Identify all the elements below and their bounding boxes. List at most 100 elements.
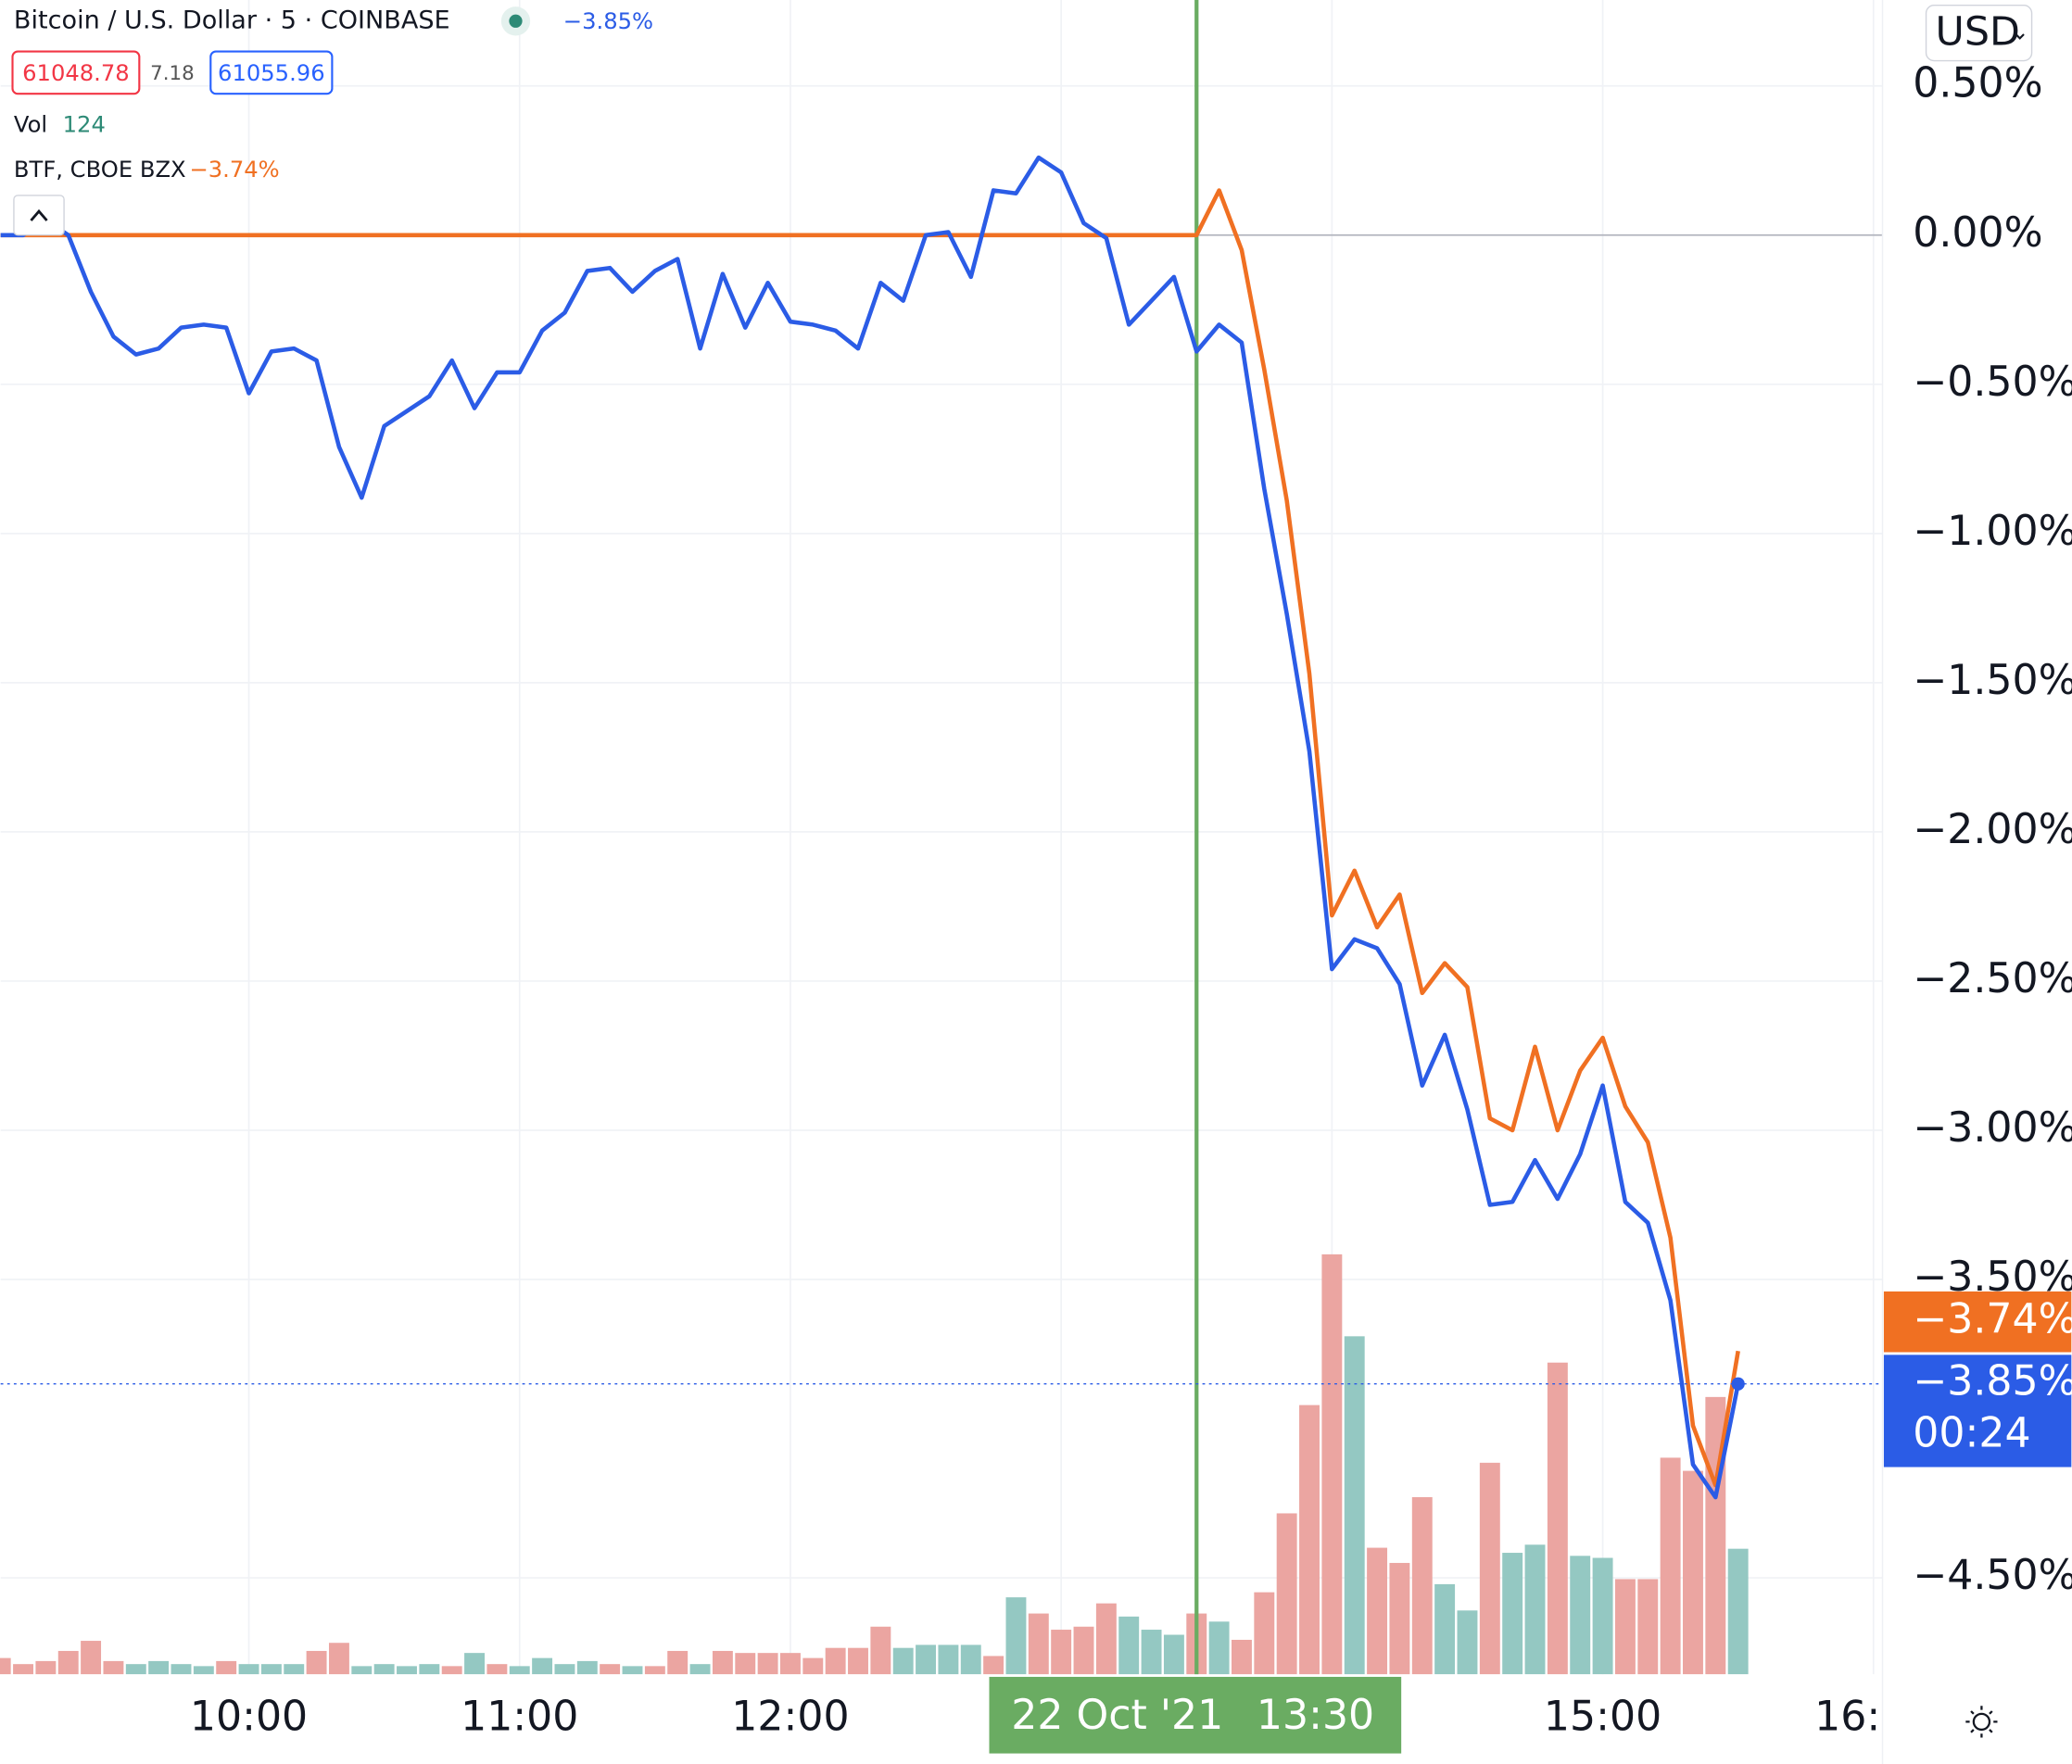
volume-bar xyxy=(1502,1553,1523,1675)
volume-bar xyxy=(373,1664,395,1675)
volume-bar xyxy=(419,1664,440,1675)
volume-bar xyxy=(1457,1610,1478,1675)
crosshair-time: 13:30 xyxy=(1257,1692,1374,1739)
currency-caret[interactable] xyxy=(2015,33,2025,40)
volume-bar xyxy=(1141,1630,1162,1675)
y-tick-label: −0.50% xyxy=(1913,359,2072,406)
y-tick-label: 0.00% xyxy=(1913,209,2042,257)
volume-bar xyxy=(57,1650,79,1675)
collapse-legend-button[interactable] xyxy=(13,195,65,236)
volume-bar xyxy=(892,1647,914,1675)
volume-bar xyxy=(1118,1616,1140,1675)
y-tick-label: −2.50% xyxy=(1913,955,2072,1002)
volume-bar xyxy=(848,1647,868,1675)
volume-bar xyxy=(1614,1579,1636,1675)
volume-bar xyxy=(960,1644,981,1675)
volume-bar xyxy=(1276,1513,1297,1675)
volume-bar xyxy=(1727,1548,1749,1675)
y-tick-label: −4.50% xyxy=(1913,1552,2072,1599)
volume-bar xyxy=(486,1664,508,1675)
volume-bar xyxy=(1637,1579,1659,1675)
last-point xyxy=(1731,1377,1745,1391)
volume-bar xyxy=(284,1664,305,1675)
volume-bar xyxy=(1367,1547,1388,1675)
volume-bar xyxy=(622,1666,643,1675)
volume-bar xyxy=(1389,1562,1410,1675)
volume-bar xyxy=(1163,1634,1184,1675)
plot xyxy=(0,0,1883,1675)
volume-bar xyxy=(757,1653,778,1675)
volume-bar xyxy=(1254,1592,1275,1675)
last-value-box xyxy=(1883,1354,2072,1468)
change-label: −3.85% xyxy=(563,8,653,34)
volume-bar xyxy=(554,1664,575,1675)
y-tick-label: 0.50% xyxy=(1913,60,2042,107)
volume-bar xyxy=(351,1666,373,1675)
volume-bar xyxy=(216,1660,237,1675)
compare-legend-value: −3.74% xyxy=(189,157,279,183)
volume-bar xyxy=(1344,1336,1365,1675)
volume-bar xyxy=(1660,1457,1681,1675)
crosshair-label-box xyxy=(989,1676,1402,1754)
ask-box[interactable] xyxy=(209,50,334,95)
volume-bar xyxy=(1073,1626,1094,1675)
volume-bar xyxy=(171,1664,192,1675)
volume-bar xyxy=(397,1666,417,1675)
currency-button[interactable] xyxy=(1925,4,2033,62)
x-tick-label: 11:00 xyxy=(461,1694,578,1741)
volume-bar xyxy=(328,1643,349,1675)
volume-bar xyxy=(1095,1603,1117,1675)
countdown-label: 00:24 xyxy=(1913,1409,2030,1456)
volume-bar xyxy=(1479,1462,1500,1675)
volume-bar xyxy=(1208,1621,1230,1675)
x-tick-label: 16:00 xyxy=(1814,1694,1932,1741)
volume-bar xyxy=(238,1664,259,1675)
y-tick-label: −3.00% xyxy=(1913,1104,2072,1152)
last-value-label: −3.85% xyxy=(1913,1358,2072,1405)
collapse-icon[interactable] xyxy=(30,208,48,221)
compare-legend-name: BTF, CBOE BZX xyxy=(14,157,186,183)
volume-bar xyxy=(306,1650,327,1675)
x-tick-label: 12:00 xyxy=(731,1694,849,1741)
volume-bar xyxy=(1547,1362,1568,1675)
axes: 10:0011:0012:0013:0014:0015:0016:000.50%… xyxy=(190,60,2072,1754)
currency-label[interactable]: USD xyxy=(1936,9,2020,56)
volume-bar xyxy=(532,1657,553,1675)
volume-bar xyxy=(712,1650,733,1675)
y-tick-label: −1.00% xyxy=(1913,508,2072,555)
bid-price[interactable]: 61048.78 xyxy=(22,60,130,86)
volume-bar xyxy=(1321,1254,1343,1675)
volume-pane xyxy=(0,1254,1749,1675)
volume-bar xyxy=(870,1626,891,1675)
volume-bar xyxy=(1005,1597,1027,1675)
volume-bar xyxy=(644,1666,665,1675)
market-status-dot xyxy=(509,14,523,28)
volume-bar xyxy=(735,1653,756,1675)
grid xyxy=(0,0,1883,1675)
ask-price[interactable]: 61055.96 xyxy=(218,60,325,86)
spread: 7.18 xyxy=(150,62,195,85)
x-tick-label: 15:00 xyxy=(1544,1694,1661,1741)
volume-bar xyxy=(667,1650,689,1675)
bid-box[interactable] xyxy=(11,50,141,95)
series-line xyxy=(0,155,1740,1500)
volume-bar xyxy=(779,1653,801,1675)
volume-bar xyxy=(125,1664,146,1675)
volume-bar xyxy=(1028,1613,1049,1675)
volume-bar xyxy=(600,1664,621,1675)
volume-bar xyxy=(1570,1556,1591,1675)
settings-icon[interactable] xyxy=(1965,1706,1998,1738)
volume-legend-value: 124 xyxy=(63,111,106,137)
y-tick-label: −1.50% xyxy=(1913,657,2072,704)
x-tick-label: 10:00 xyxy=(190,1694,308,1741)
volume-bar xyxy=(983,1656,1004,1675)
volume-bar xyxy=(35,1660,57,1675)
volume-bar xyxy=(13,1664,33,1675)
volume-bar xyxy=(689,1664,711,1675)
volume-bar xyxy=(464,1653,486,1675)
volume-bar xyxy=(1683,1470,1703,1675)
volume-bar xyxy=(260,1664,282,1675)
volume-bar xyxy=(1299,1405,1320,1675)
